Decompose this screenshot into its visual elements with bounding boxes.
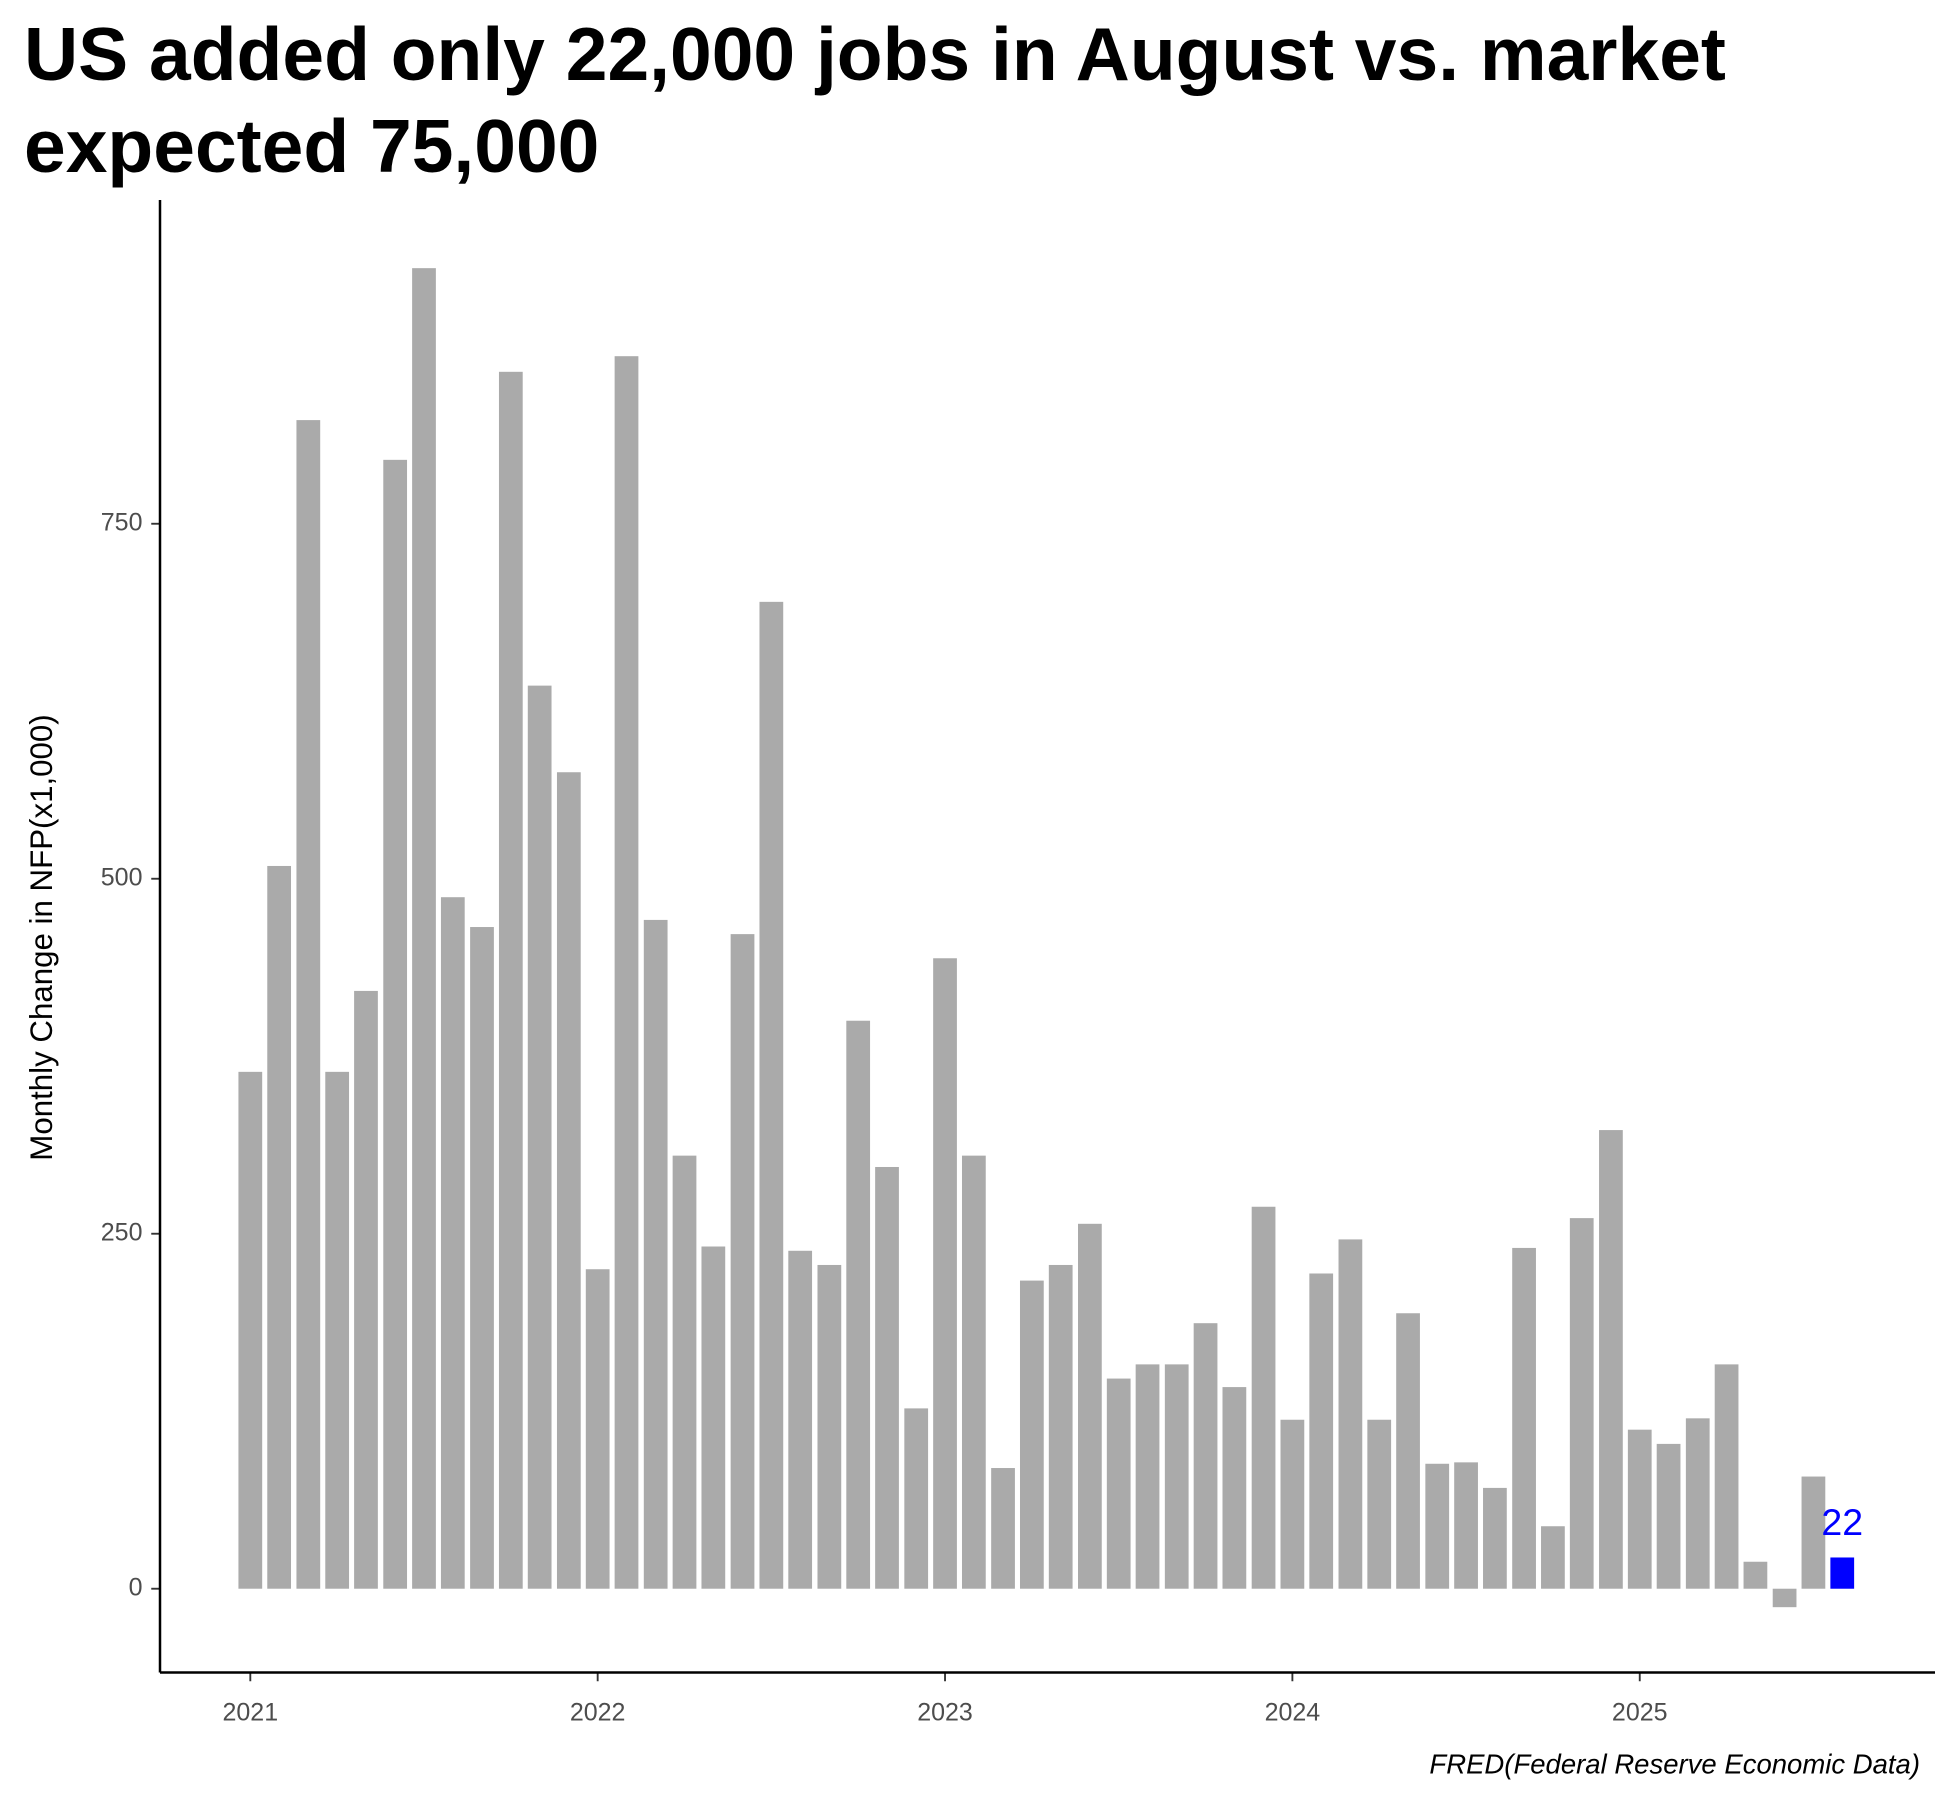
bar [325, 1071, 350, 1589]
bar [1830, 1557, 1855, 1589]
bar [1454, 1462, 1478, 1589]
bar [933, 958, 957, 1589]
bar [730, 934, 755, 1589]
bar [904, 1408, 929, 1589]
bar [759, 601, 784, 1589]
bar [1627, 1429, 1652, 1589]
bar [412, 268, 436, 1589]
y-tick-label: 750 [101, 508, 143, 536]
bar [788, 1250, 813, 1589]
bar [643, 919, 668, 1589]
bar [614, 356, 639, 1589]
bar [1135, 1364, 1160, 1589]
bar [1309, 1273, 1334, 1589]
bar [846, 1020, 871, 1589]
x-tick-label: 2022 [570, 1698, 626, 1726]
bar [1106, 1378, 1131, 1589]
x-tick-label: 2024 [1265, 1698, 1321, 1726]
bar [296, 420, 321, 1589]
bar [1569, 1218, 1594, 1589]
bar [1772, 1588, 1797, 1608]
bar [267, 865, 292, 1589]
y-tick-label: 250 [101, 1218, 143, 1246]
value-label: 22 [1821, 1501, 1863, 1543]
bar [1743, 1561, 1768, 1589]
bar [1251, 1206, 1276, 1589]
y-tick-label: 500 [101, 863, 143, 891]
bar [672, 1155, 697, 1589]
x-tick-label: 2023 [917, 1698, 973, 1726]
y-tick-label: 0 [129, 1573, 143, 1601]
bar [1599, 1130, 1623, 1589]
bar [383, 459, 408, 1589]
bar [527, 685, 552, 1589]
bar [238, 1071, 263, 1589]
bar [585, 1269, 610, 1589]
caption: FRED(Federal Reserve Economic Data) [1429, 1749, 1920, 1780]
bar [1164, 1364, 1189, 1589]
bar [875, 1166, 899, 1589]
bar [817, 1264, 842, 1589]
bar [1396, 1313, 1420, 1589]
bar [470, 927, 494, 1589]
bar [1512, 1247, 1536, 1589]
bar [354, 990, 378, 1589]
bar [1280, 1419, 1305, 1589]
bar [1048, 1264, 1073, 1589]
bar [498, 371, 523, 1589]
bar [556, 772, 581, 1589]
bar [1541, 1526, 1565, 1589]
bar [1019, 1280, 1044, 1589]
bar [1078, 1223, 1102, 1589]
chart-title: US added only 22,000 jobs in August vs. … [24, 12, 1726, 188]
bar [1338, 1239, 1363, 1589]
bar [961, 1155, 986, 1589]
bar [1656, 1443, 1681, 1589]
bar [1801, 1476, 1826, 1589]
bar [1193, 1323, 1218, 1589]
bar [701, 1246, 726, 1589]
x-tick-label: 2021 [223, 1698, 279, 1726]
bar [1483, 1487, 1507, 1589]
bar [991, 1468, 1015, 1589]
bar [1685, 1418, 1710, 1589]
bar [440, 897, 465, 1589]
bar [1367, 1419, 1392, 1589]
y-axis-label: Monthly Change in NFP(x1,000) [24, 714, 59, 1160]
bar [1714, 1364, 1739, 1589]
bar [1222, 1387, 1247, 1589]
bar [1425, 1463, 1450, 1589]
x-tick-label: 2025 [1612, 1698, 1668, 1726]
